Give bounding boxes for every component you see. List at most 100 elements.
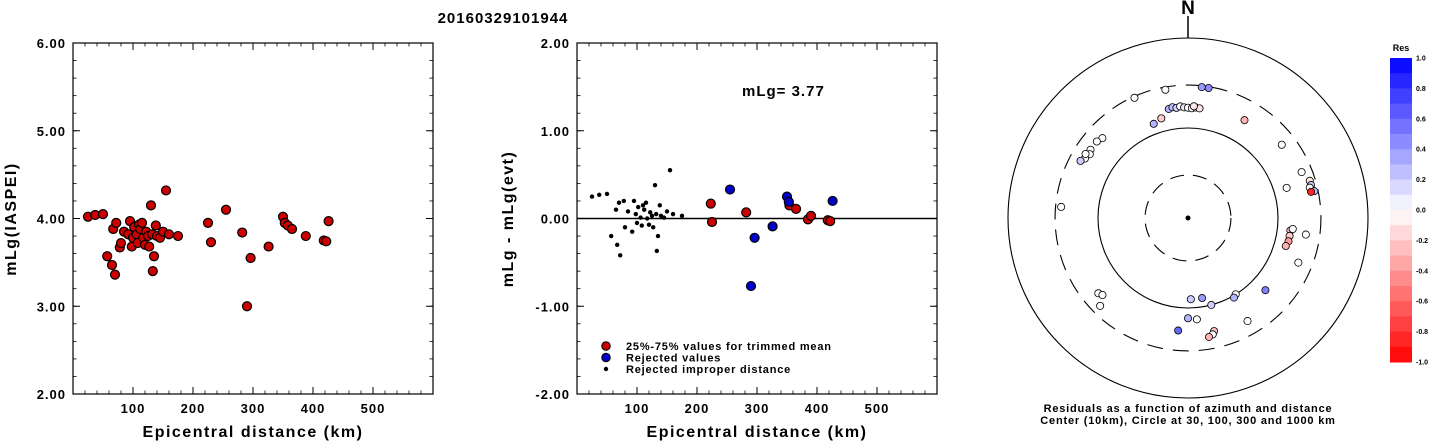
residual-point xyxy=(706,216,718,228)
residual-vs-distance-plot: 100 200 300 400 500 -2.00 -1.00 0.00 1.00 2.00 mL… xyxy=(500,36,938,441)
azimuth-residual-point xyxy=(1281,242,1290,251)
magnitude-point xyxy=(115,237,127,249)
azimuth-residual-point xyxy=(1307,187,1316,196)
plot2-xlabel: Epicentral distance (km) xyxy=(647,424,868,441)
magnitude-point xyxy=(220,204,232,215)
improper-distance-point xyxy=(670,211,676,217)
x-tick-label: 500 xyxy=(361,401,386,416)
legend-marker xyxy=(601,352,611,363)
colorbar-cell xyxy=(1390,225,1412,241)
azimuth-residual-point xyxy=(1261,286,1270,295)
azimuth-residual-point xyxy=(1282,183,1291,192)
figure-title: 20160329101944 xyxy=(438,10,569,27)
magnitude-point xyxy=(263,241,274,252)
plot2-legend: 25%-75% values for trimmed meanRejected … xyxy=(601,341,831,376)
x-tick-label: 400 xyxy=(301,401,326,416)
improper-distance-point xyxy=(618,253,623,258)
distance-ring xyxy=(1144,174,1232,262)
y-tick-label: 2.00 xyxy=(37,387,66,402)
y-tick-label: 1.00 xyxy=(541,124,570,139)
y-tick-label: 3.00 xyxy=(37,299,66,314)
azimuth-residual-point xyxy=(1277,140,1286,149)
mlg-annotation: mLg= 3.77 xyxy=(742,83,825,100)
residual-point xyxy=(741,207,752,218)
improper-distance-point xyxy=(648,210,653,215)
magnitude-point xyxy=(150,220,161,231)
plot1-xlabel: Epicentral distance (km) xyxy=(143,424,364,441)
azimuth-residual-point xyxy=(1186,295,1195,304)
colorbar-cell xyxy=(1390,286,1412,302)
colorbar-cell xyxy=(1390,88,1412,105)
y-tick-label: 6.00 xyxy=(37,36,66,51)
colorbar-tick-label: 0.8 xyxy=(1416,86,1426,93)
colorbar-cell xyxy=(1390,58,1412,74)
azimuth-residual-point xyxy=(1192,315,1201,324)
colorbar-cell xyxy=(1390,134,1412,150)
colorbar-cell xyxy=(1390,103,1412,120)
colorbar-tick-label: 1.0 xyxy=(1416,56,1426,63)
azimuth-residual-point xyxy=(1076,156,1085,165)
azimuth-residual-point xyxy=(1288,225,1297,234)
colorbar-tick-label: 0.2 xyxy=(1416,177,1426,184)
colorbar-tick-label: -0.6 xyxy=(1416,299,1428,306)
improper-distance-point xyxy=(631,198,637,204)
improper-distance-point xyxy=(636,204,641,210)
improper-distance-point xyxy=(604,191,610,197)
residual-point xyxy=(705,198,716,209)
azimuth-residual-point xyxy=(1130,93,1139,102)
improper-distance-point xyxy=(621,198,626,204)
improper-distance-point xyxy=(630,229,635,234)
magnitude-point xyxy=(148,251,160,262)
y-tick-label: -2.00 xyxy=(535,387,570,402)
plot1-ylabel: mLg(IASPEI) xyxy=(3,162,20,275)
azimuth-residual-point xyxy=(1204,332,1213,341)
magnitude-point xyxy=(109,269,121,280)
improper-distance-point xyxy=(654,211,659,217)
azimuth-residual-point xyxy=(1096,301,1105,310)
improper-distance-point xyxy=(634,220,640,226)
magnitude-point xyxy=(237,227,248,238)
azimuth-residual-point xyxy=(1081,149,1090,158)
polar-caption-line2: Center (10km), Circle at 30, 100, 300 an… xyxy=(1040,415,1335,427)
colorbar-cell xyxy=(1390,118,1412,135)
magnitude-vs-distance-plot: 100 200 300 400 500 2.00 3.00 4.00 5.00 6.00 Epic… xyxy=(3,36,434,441)
x-tick-label: 200 xyxy=(685,401,710,416)
magnitude-point xyxy=(172,230,184,242)
colorbar-cell xyxy=(1390,179,1412,196)
azimuth-residual-point xyxy=(1092,137,1101,146)
distance-ring xyxy=(1007,37,1369,399)
improper-distance-point xyxy=(615,242,620,248)
residual-point xyxy=(724,184,736,195)
north-label: N xyxy=(1181,0,1195,19)
improper-distance-point xyxy=(638,215,643,220)
y-tick-label: 5.00 xyxy=(37,124,66,139)
x-tick-label: 100 xyxy=(121,401,146,416)
colorbar-cell xyxy=(1390,301,1412,317)
plot2-ylabel: mLg - mLg(evt) xyxy=(500,151,517,288)
improper-distance-point xyxy=(664,209,670,214)
x-tick-label: 100 xyxy=(625,401,650,416)
colorbar-cell xyxy=(1390,149,1412,165)
magnitude-point xyxy=(136,217,148,228)
polar-caption-line1: Residuals as a function of azimuth and d… xyxy=(1044,403,1333,415)
residual-point xyxy=(745,280,757,292)
polar-center-dot xyxy=(1185,215,1191,221)
residual-point xyxy=(783,196,794,207)
improper-distance-point xyxy=(661,215,667,220)
azimuth-residual-point xyxy=(1098,291,1107,300)
azimuth-residual-point xyxy=(1057,202,1066,211)
magnitude-point xyxy=(202,217,214,228)
improper-distance-point xyxy=(646,222,652,227)
x-tick-label: 400 xyxy=(805,401,830,416)
improper-distance-point xyxy=(679,213,685,219)
colorbar-tick-label: -0.2 xyxy=(1416,238,1428,245)
legend-label: Rejected values xyxy=(626,353,721,365)
azimuth-residual-point xyxy=(1184,314,1193,323)
magnitude-point xyxy=(245,252,256,264)
azimuth-residual-point xyxy=(1198,294,1207,303)
magnitude-point xyxy=(163,229,175,240)
improper-distance-point xyxy=(654,248,659,254)
colorbar-cell xyxy=(1390,316,1412,333)
magnitude-point xyxy=(144,241,155,252)
